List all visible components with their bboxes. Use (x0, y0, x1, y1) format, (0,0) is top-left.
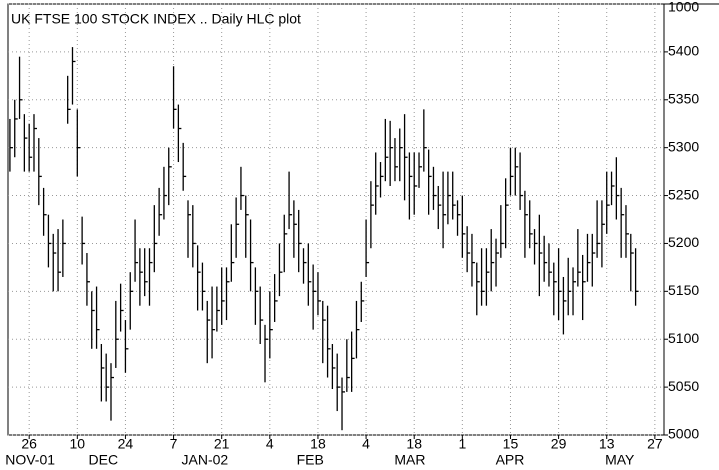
x-tick-label: 1 (458, 436, 466, 452)
month-label: APR (496, 452, 525, 468)
x-tick-label: 18 (406, 436, 422, 452)
x-tick-label: 15 (503, 436, 519, 452)
y-tick-label: 5100 (668, 330, 699, 346)
y-tick-label: 5300 (668, 138, 699, 154)
y-tick-label: 5400 (668, 43, 699, 59)
y-tick-label: 5050 (668, 378, 699, 394)
month-label: FEB (297, 452, 324, 468)
chart-title: UK FTSE 100 STOCK INDEX .. Daily HLC plo… (11, 11, 301, 27)
month-label: MAY (605, 452, 635, 468)
y-tick-label: 5150 (668, 282, 699, 298)
y-tick-label: 1000 (668, 0, 699, 15)
y-tick-label: 5000 (668, 426, 699, 442)
x-tick-label: 13 (599, 436, 615, 452)
x-tick-label: 29 (551, 436, 567, 452)
month-label: NOV-01 (5, 452, 55, 468)
month-label: DEC (89, 452, 119, 468)
x-tick-label: 27 (647, 436, 663, 452)
x-tick-label: 4 (362, 436, 370, 452)
x-tick-label: 10 (70, 436, 86, 452)
y-tick-label: 5250 (668, 186, 699, 202)
x-tick-label: 24 (118, 436, 134, 452)
month-label: JAN-02 (182, 452, 229, 468)
x-tick-label: 26 (21, 436, 37, 452)
x-tick-label: 21 (214, 436, 230, 452)
month-label: MAR (394, 452, 425, 468)
x-tick-label: 4 (266, 436, 274, 452)
x-tick-label: 18 (310, 436, 326, 452)
y-tick-label: 5350 (668, 90, 699, 106)
y-tick-label: 5200 (668, 234, 699, 250)
x-tick-label: 7 (170, 436, 178, 452)
